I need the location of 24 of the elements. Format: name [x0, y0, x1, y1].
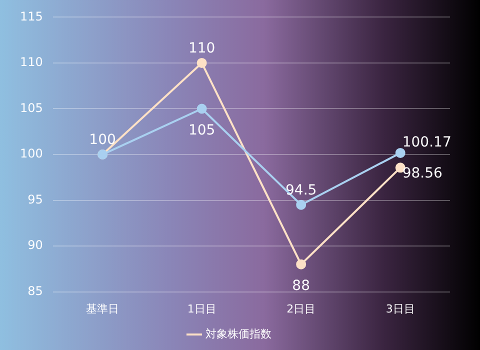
- data-label: 88: [292, 278, 310, 294]
- data-label: 105: [188, 122, 216, 138]
- y-tick-label: 110: [20, 55, 43, 70]
- point: [395, 148, 406, 158]
- data-label: 98.56: [402, 165, 443, 182]
- x-tick-label: 2日目: [286, 302, 316, 316]
- data-label: 100: [89, 132, 116, 148]
- x-tick-label: 基準日: [86, 302, 120, 316]
- y-tick-label: 85: [28, 284, 43, 298]
- x-tick-label: 1日目: [187, 302, 216, 316]
- data-label: 110: [188, 40, 216, 57]
- data-label: 100.17: [402, 134, 452, 151]
- point: [296, 200, 306, 210]
- data-label: 94.5: [286, 182, 317, 198]
- y-tick-label: 115: [20, 9, 43, 24]
- y-tick-label: 90: [28, 238, 43, 252]
- point: [196, 104, 207, 114]
- legend-label: 対象株価指数: [205, 327, 272, 340]
- y-tick-label: 105: [20, 100, 43, 115]
- point: [196, 58, 207, 68]
- x-tick-label: 3日目: [386, 302, 415, 316]
- y-tick-label: 100: [20, 146, 43, 161]
- y-tick-label: 95: [28, 192, 43, 206]
- point: [296, 259, 306, 270]
